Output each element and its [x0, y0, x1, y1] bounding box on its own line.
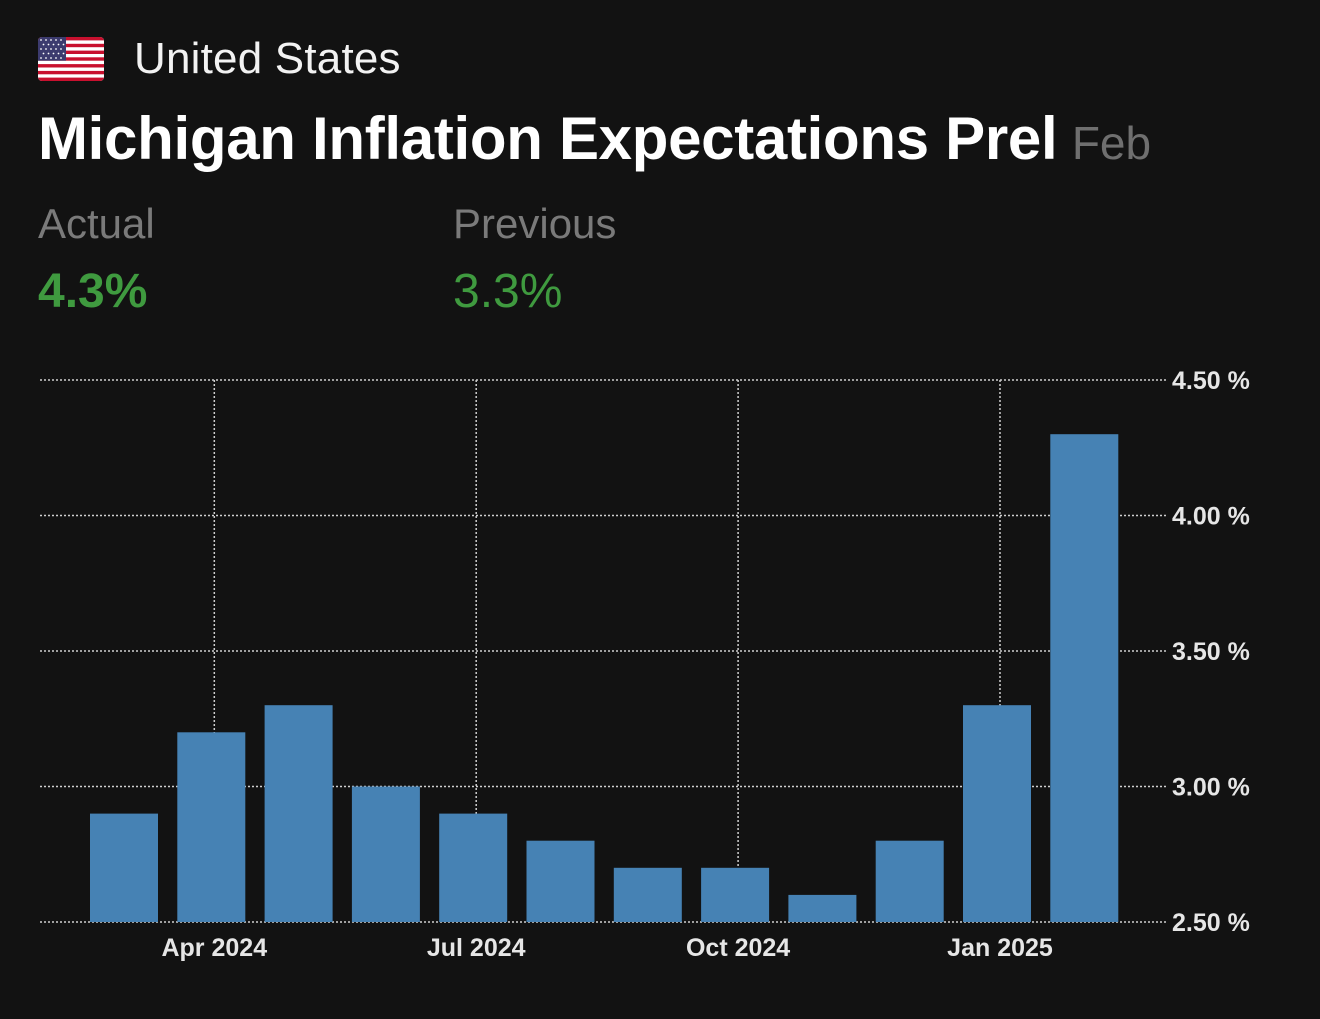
title-row: Michigan Inflation Expectations Prel Feb	[38, 104, 1151, 173]
bar-apr-2024[interactable]	[177, 732, 246, 922]
x-tick-label: Oct 2024	[686, 934, 790, 962]
bar-oct-2024[interactable]	[701, 867, 770, 922]
label-layer: 2.50 % 3.00 % 3.50 % 4.00 % 4.50 % Apr 2024 Ju…	[161, 367, 1249, 962]
bar-layer	[90, 434, 1119, 923]
indicator-title: Michigan Inflation Expectations Prel	[38, 105, 1058, 172]
x-tick-label: Jan 2025	[947, 934, 1053, 962]
previous-stat: Previous 3.3%	[453, 200, 616, 319]
bar-jan-2025[interactable]	[963, 705, 1031, 922]
previous-label: Previous	[453, 200, 617, 247]
y-tick-label: 3.00 %	[1172, 774, 1250, 802]
y-tick-label: 3.50 %	[1172, 638, 1250, 666]
header: United States	[38, 34, 401, 84]
y-tick-label: 4.00 %	[1172, 503, 1250, 531]
actual-stat: Actual 4.3%	[38, 200, 155, 319]
bar-jun-2024[interactable]	[351, 786, 420, 923]
x-tick-label: Jul 2024	[427, 934, 526, 962]
actual-label: Actual	[38, 200, 155, 247]
bar-feb-2025[interactable]	[1050, 434, 1119, 922]
actual-value: 4.3%	[38, 265, 148, 318]
y-tick-label: 4.50 %	[1172, 367, 1250, 395]
bar-dec-2024[interactable]	[875, 840, 944, 922]
bar-nov-2024[interactable]	[788, 894, 857, 922]
y-tick-label: 2.50 %	[1172, 909, 1250, 937]
x-tick-label: Apr 2024	[161, 934, 267, 962]
bar-may-2024[interactable]	[264, 705, 333, 922]
bar-mar-2024[interactable]	[90, 813, 158, 922]
period-label: Feb	[1071, 117, 1152, 169]
us-flag-icon	[38, 37, 104, 81]
bar-jul-2024[interactable]	[439, 813, 508, 922]
country-name: United States	[134, 34, 401, 83]
bar-sep-2024[interactable]	[613, 867, 682, 922]
previous-value: 3.3%	[453, 265, 563, 318]
bar-aug-2024[interactable]	[526, 840, 595, 922]
